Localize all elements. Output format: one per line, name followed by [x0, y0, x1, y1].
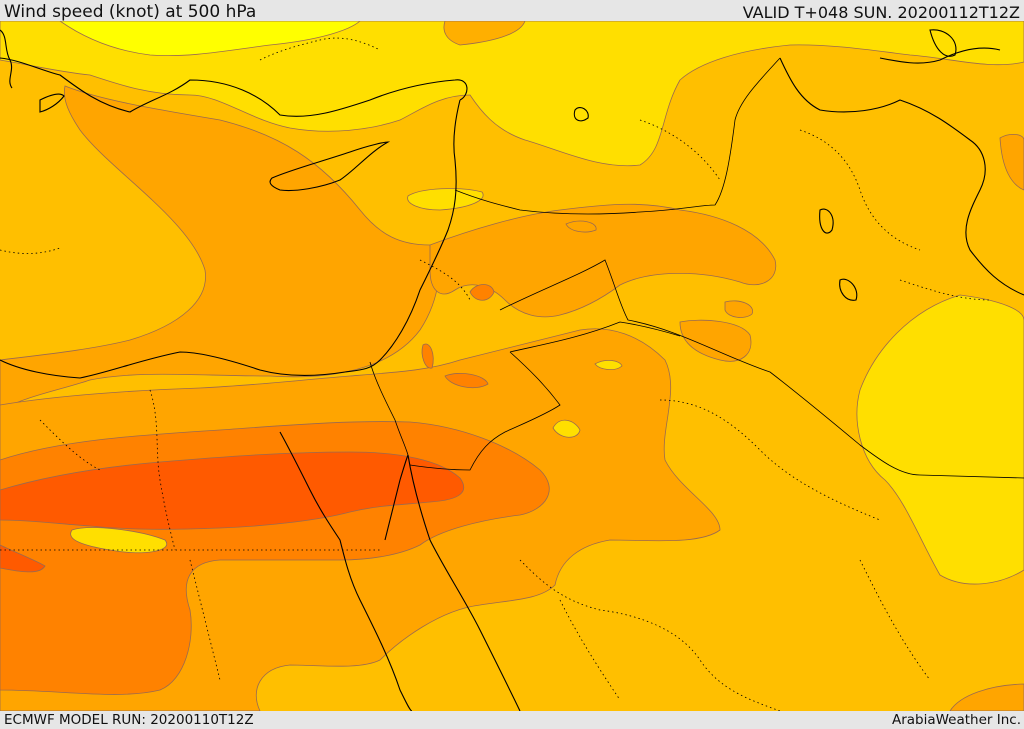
- band-level-4-right-edge: [999, 134, 1024, 191]
- band-level-2-blob-a: [70, 527, 168, 554]
- admin-borders: [0, 37, 991, 711]
- country-borders: [369, 57, 1024, 479]
- wind-map[interactable]: [0, 21, 1024, 711]
- band-level-6-core: [0, 451, 465, 530]
- footer-bar: ECMWF MODEL RUN: 20200110T12Z ArabiaWeat…: [0, 711, 1024, 729]
- band-level-4-blob-f: [444, 373, 489, 389]
- model-run: ECMWF MODEL RUN: 20200110T12Z: [4, 712, 254, 728]
- header-bar: Wind speed (knot) at 500 hPa VALID T+048…: [0, 0, 1024, 22]
- band-level-2-north: [0, 21, 1024, 167]
- band-level-4-top: [443, 21, 526, 46]
- band-level-4-blob-e: [469, 284, 495, 301]
- valid-time: VALID T+048 SUN. 20200112T12Z: [742, 3, 1020, 22]
- band-level-4-blob-g: [421, 343, 434, 369]
- band-level-6-west: [0, 544, 46, 573]
- coastlines: [0, 29, 1024, 711]
- map-title: Wind speed (knot) at 500 hPa: [4, 2, 257, 22]
- band-level-2-blob-b: [552, 419, 581, 438]
- band-level-4-blob-d: [565, 220, 597, 233]
- band-level-4-west: [0, 85, 440, 411]
- brand-credit: ArabiaWeather Inc.: [891, 712, 1021, 728]
- band-level-4-east-small: [724, 300, 753, 318]
- band-level-2-blob-c: [594, 360, 623, 370]
- band-level-1-north: [59, 21, 361, 57]
- band-level-4-east-patch: [679, 319, 752, 362]
